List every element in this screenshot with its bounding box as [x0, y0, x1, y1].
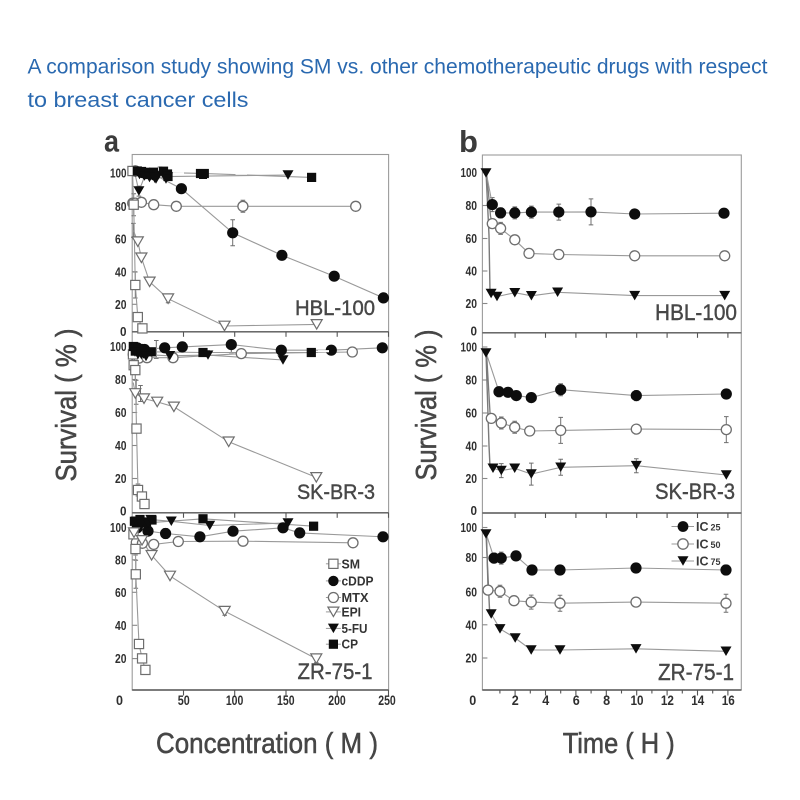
svg-text:0: 0	[120, 324, 127, 339]
svg-text:100: 100	[110, 339, 127, 354]
svg-text:200: 200	[328, 692, 346, 708]
svg-text:20: 20	[115, 651, 127, 666]
svg-text:250: 250	[378, 692, 396, 708]
svg-text:80: 80	[466, 373, 478, 388]
svg-text:IC: IC	[696, 555, 709, 569]
svg-text:80: 80	[115, 199, 127, 214]
svg-text:HBL-100: HBL-100	[295, 297, 375, 320]
svg-text:0: 0	[471, 324, 478, 339]
svg-text:20: 20	[466, 471, 478, 486]
svg-text:20: 20	[115, 297, 127, 312]
svg-text:cDDP: cDDP	[342, 573, 374, 588]
svg-text:80: 80	[115, 552, 127, 567]
svg-text:40: 40	[466, 617, 478, 632]
svg-text:150: 150	[277, 692, 295, 708]
svg-text:14: 14	[691, 692, 704, 708]
svg-text:IC: IC	[696, 520, 709, 534]
svg-text:SK-BR-3: SK-BR-3	[297, 481, 375, 504]
svg-text:60: 60	[466, 585, 478, 600]
svg-text:50: 50	[711, 540, 721, 550]
svg-text:100: 100	[226, 692, 244, 708]
svg-text:b: b	[459, 124, 478, 159]
svg-text:60: 60	[115, 585, 127, 600]
svg-text:50: 50	[178, 692, 190, 708]
svg-text:MTX: MTX	[342, 590, 369, 605]
svg-text:12: 12	[661, 692, 674, 708]
svg-text:20: 20	[466, 651, 478, 666]
svg-text:40: 40	[466, 439, 478, 454]
svg-text:ZR-75-1: ZR-75-1	[298, 659, 373, 684]
svg-text:20: 20	[115, 471, 127, 486]
svg-text:6: 6	[573, 692, 580, 708]
svg-text:to breast cancer cells: to breast cancer cells	[28, 88, 249, 112]
svg-text:40: 40	[115, 264, 127, 279]
svg-text:IC: IC	[696, 538, 709, 552]
svg-text:16: 16	[722, 692, 735, 708]
svg-text:Survival ( % ): Survival ( % )	[51, 329, 83, 482]
svg-text:Concentration ( M ): Concentration ( M )	[156, 728, 378, 760]
svg-text:5-FU: 5-FU	[342, 621, 368, 636]
svg-text:60: 60	[466, 231, 478, 246]
svg-text:A comparison study showing SM: A comparison study showing SM vs. other …	[28, 55, 768, 79]
svg-text:EPI: EPI	[342, 604, 362, 619]
svg-text:100: 100	[461, 165, 478, 180]
svg-text:40: 40	[115, 618, 127, 633]
svg-text:80: 80	[115, 372, 127, 387]
svg-text:20: 20	[466, 296, 478, 311]
svg-text:10: 10	[631, 692, 644, 708]
svg-text:100: 100	[461, 340, 478, 355]
svg-text:80: 80	[466, 198, 478, 213]
svg-text:100: 100	[110, 166, 127, 181]
svg-text:40: 40	[115, 438, 127, 453]
svg-text:Time ( H ): Time ( H )	[563, 728, 675, 760]
svg-text:100: 100	[461, 520, 478, 535]
svg-text:0: 0	[120, 503, 127, 518]
svg-text:0: 0	[471, 503, 478, 518]
svg-text:0: 0	[116, 692, 123, 708]
svg-text:SK-BR-3: SK-BR-3	[655, 479, 735, 504]
svg-text:25: 25	[711, 523, 721, 533]
svg-text:a: a	[104, 124, 120, 159]
svg-text:80: 80	[466, 550, 478, 565]
svg-text:60: 60	[115, 231, 127, 246]
svg-text:100: 100	[110, 520, 127, 535]
svg-text:HBL-100: HBL-100	[655, 300, 737, 325]
svg-text:40: 40	[466, 264, 478, 279]
svg-text:75: 75	[711, 557, 721, 567]
svg-text:Survival ( % ): Survival ( % )	[411, 330, 443, 481]
svg-text:8: 8	[603, 692, 610, 708]
svg-text:0: 0	[469, 692, 476, 708]
svg-text:60: 60	[115, 405, 127, 420]
svg-text:4: 4	[542, 692, 549, 708]
svg-text:60: 60	[466, 406, 478, 421]
svg-text:CP: CP	[342, 637, 359, 652]
svg-text:2: 2	[512, 692, 519, 708]
svg-text:ZR-75-1: ZR-75-1	[658, 659, 734, 685]
svg-text:SM: SM	[342, 556, 361, 571]
